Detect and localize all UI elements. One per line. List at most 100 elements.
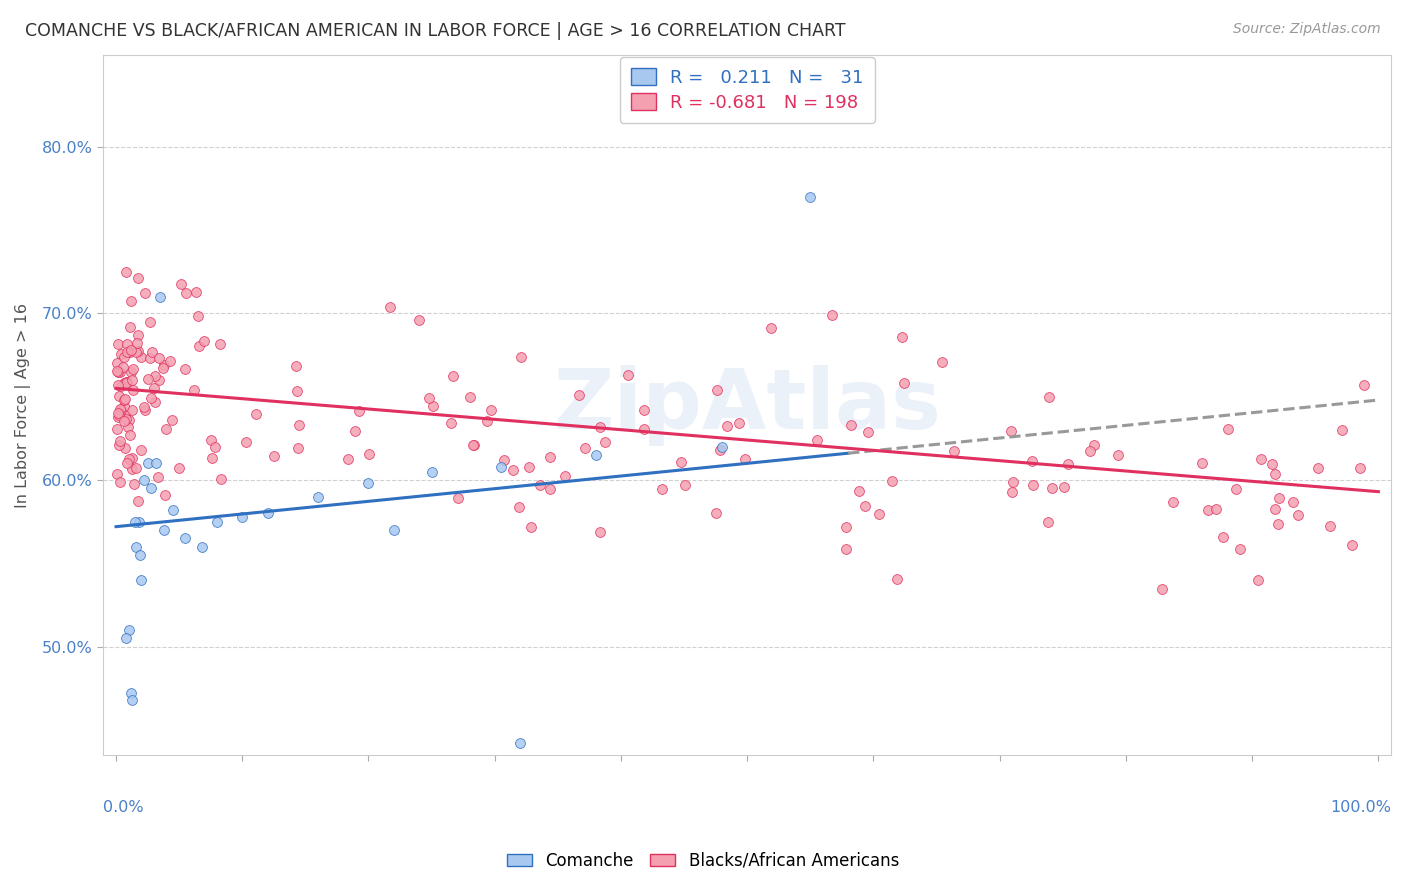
Point [127, 494, 149, 508]
Point [174, 531, 197, 545]
Point [110, 347, 132, 361]
Point [337, 452, 360, 467]
Point [1264, 467, 1286, 482]
Point [1078, 443, 1101, 458]
Point [187, 309, 209, 323]
Point [141, 481, 163, 495]
Point [111, 359, 134, 374]
Point [108, 408, 131, 422]
Point [589, 524, 612, 539]
Point [880, 474, 903, 488]
Point [105, 364, 128, 378]
Point [1218, 421, 1240, 435]
Point [447, 491, 470, 505]
Legend: Comanche, Blacks/African Americans: Comanche, Blacks/African Americans [501, 846, 905, 877]
Point [651, 482, 673, 496]
Point [1021, 454, 1043, 468]
Point [136, 456, 159, 470]
Point [107, 377, 129, 392]
Point [118, 452, 141, 467]
Point [112, 376, 135, 390]
Point [492, 452, 515, 467]
Point [821, 308, 844, 322]
Point [509, 736, 531, 750]
Point [1353, 378, 1375, 392]
Point [285, 384, 308, 399]
Point [1161, 495, 1184, 509]
Point [117, 419, 139, 434]
Point [475, 414, 498, 428]
Point [853, 499, 876, 513]
Point [574, 441, 596, 455]
Point [115, 376, 138, 390]
Point [1340, 538, 1362, 552]
Point [673, 478, 696, 492]
Point [129, 548, 152, 562]
Point [1042, 481, 1064, 495]
Point [1229, 541, 1251, 556]
Point [1308, 460, 1330, 475]
Point [1038, 390, 1060, 404]
Point [378, 300, 401, 314]
Point [121, 403, 143, 417]
Legend: R =   0.211   N =   31, R = -0.681   N = 198: R = 0.211 N = 31, R = -0.681 N = 198 [620, 57, 875, 123]
Point [1001, 485, 1024, 500]
Point [1000, 424, 1022, 438]
Point [439, 416, 461, 430]
Point [463, 438, 485, 452]
Point [1152, 582, 1174, 596]
Point [121, 373, 143, 387]
Point [174, 362, 197, 376]
Point [183, 384, 205, 398]
Point [124, 344, 146, 359]
Point [159, 353, 181, 368]
Point [115, 632, 138, 646]
Point [141, 344, 163, 359]
Point [143, 381, 166, 395]
Point [633, 403, 655, 417]
Point [479, 403, 502, 417]
Point [231, 509, 253, 524]
Point [114, 441, 136, 455]
Point [187, 338, 209, 352]
Point [148, 373, 170, 387]
Point [132, 473, 155, 487]
Point [1319, 519, 1341, 533]
Point [839, 417, 862, 432]
Point [1002, 475, 1025, 489]
Point [124, 515, 146, 529]
Point [1267, 517, 1289, 532]
Point [120, 343, 142, 357]
Point [554, 469, 576, 483]
Text: Source: ZipAtlas.com: Source: ZipAtlas.com [1233, 22, 1381, 37]
Point [120, 365, 142, 379]
Point [285, 359, 308, 373]
Point [152, 360, 174, 375]
Point [209, 472, 232, 486]
Point [1264, 502, 1286, 516]
Point [357, 476, 380, 491]
Point [136, 372, 159, 386]
Point [107, 409, 129, 424]
Point [1247, 574, 1270, 588]
Point [359, 447, 381, 461]
Point [139, 391, 162, 405]
Point [121, 462, 143, 476]
Point [489, 459, 512, 474]
Point [418, 391, 440, 405]
Point [307, 490, 329, 504]
Y-axis label: In Labor Force | Age > 16: In Labor Force | Age > 16 [15, 302, 31, 508]
Point [134, 400, 156, 414]
Point [343, 424, 366, 438]
Point [110, 378, 132, 392]
Point [127, 328, 149, 343]
Point [716, 419, 738, 434]
Point [153, 359, 176, 373]
Point [799, 190, 821, 204]
Point [129, 350, 152, 364]
Point [806, 434, 828, 448]
Point [382, 523, 405, 537]
Point [538, 483, 561, 497]
Point [114, 265, 136, 279]
Point [112, 392, 135, 407]
